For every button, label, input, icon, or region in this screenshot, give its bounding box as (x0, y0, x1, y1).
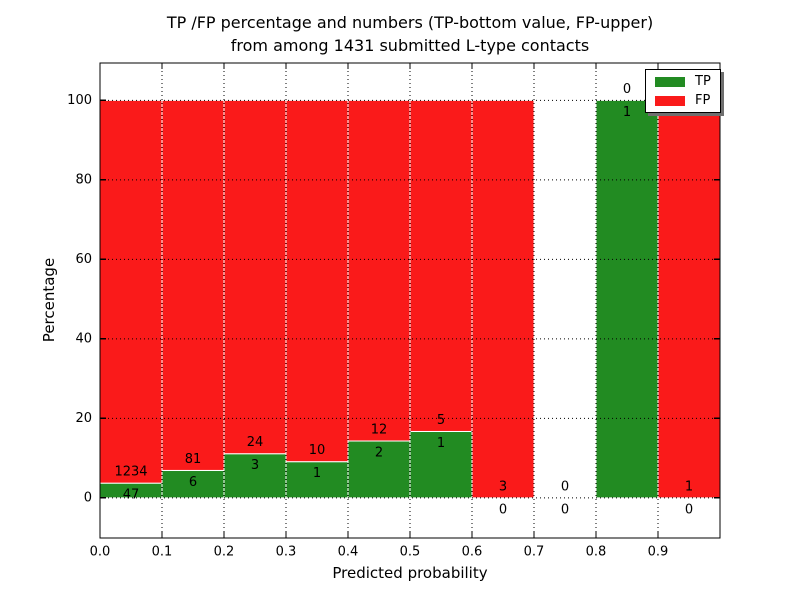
legend: TP FP (645, 69, 721, 113)
bar-fp-segment (657, 99, 721, 499)
x-tick-label: 0.7 (524, 545, 545, 560)
fp-count-label: 1234 (114, 465, 147, 480)
x-tick-label: 0.6 (462, 545, 483, 560)
fp-count-label: 5 (437, 413, 445, 428)
bar-fp-segment (223, 99, 287, 455)
bar-fp-segment (99, 99, 163, 484)
bar-fp-segment (347, 99, 411, 442)
x-tick-label: 0.3 (276, 545, 297, 560)
bar-tp-segment (347, 440, 411, 499)
fp-legend-label: FP (695, 93, 711, 108)
tp-count-label: 0 (499, 502, 507, 517)
chart-title-line2: from among 1431 submitted L-type contact… (230, 36, 590, 55)
tp-legend-label: TP (695, 74, 711, 89)
fp-legend-swatch (655, 95, 685, 106)
bar-fp-segment (161, 99, 225, 471)
tp-count-label: 2 (375, 446, 383, 461)
chart-title: TP /FP percentage and numbers (TP-bottom… (90, 11, 730, 57)
tp-count-label: 0 (685, 502, 693, 517)
y-tick-label: 80 (75, 172, 92, 187)
tp-legend-swatch (655, 76, 685, 87)
y-tick-label: 40 (75, 331, 92, 346)
y-tick-label: 0 (84, 490, 92, 505)
fp-count-label: 24 (247, 435, 264, 450)
bar-tp-segment (285, 461, 349, 499)
tp-count-label: 47 (123, 488, 140, 503)
y-axis-title: Percentage (40, 257, 58, 343)
x-tick-label: 0.0 (90, 545, 111, 560)
tp-count-label: 6 (189, 475, 197, 490)
tp-count-label: 3 (251, 458, 259, 473)
fp-count-label: 0 (623, 82, 631, 97)
fp-count-label: 0 (561, 479, 569, 494)
bar-fp-segment (409, 99, 473, 432)
y-tick-label: 60 (75, 252, 92, 267)
bar-tp-segment (409, 430, 473, 499)
x-tick-label: 0.4 (338, 545, 359, 560)
bar-tp-segment (161, 469, 225, 499)
bar-fp-segment (285, 99, 349, 463)
y-tick-label: 100 (67, 93, 92, 108)
chart-title-line1: TP /FP percentage and numbers (TP-bottom… (166, 13, 654, 32)
tp-count-label: 0 (561, 502, 569, 517)
x-tick-label: 0.5 (400, 545, 421, 560)
fp-count-label: 10 (309, 443, 326, 458)
fp-count-label: 12 (371, 423, 388, 438)
legend-entry-tp: TP (655, 75, 711, 88)
fp-count-label: 1 (685, 479, 693, 494)
tp-count-label: 1 (437, 436, 445, 451)
legend-entry-fp: FP (655, 94, 711, 107)
tp-count-label: 1 (623, 105, 631, 120)
fp-count-label: 81 (185, 452, 202, 467)
y-tick-label: 20 (75, 411, 92, 426)
x-tick-label: 0.8 (586, 545, 607, 560)
fp-count-label: 3 (499, 479, 507, 494)
x-tick-label: 0.1 (152, 545, 173, 560)
bar-tp-segment (595, 99, 659, 499)
x-tick-label: 0.2 (214, 545, 235, 560)
bar-fp-segment (471, 99, 535, 499)
x-axis-title: Predicted probability (332, 564, 488, 582)
tp-count-label: 1 (313, 466, 321, 481)
x-tick-label: 0.9 (648, 545, 669, 560)
